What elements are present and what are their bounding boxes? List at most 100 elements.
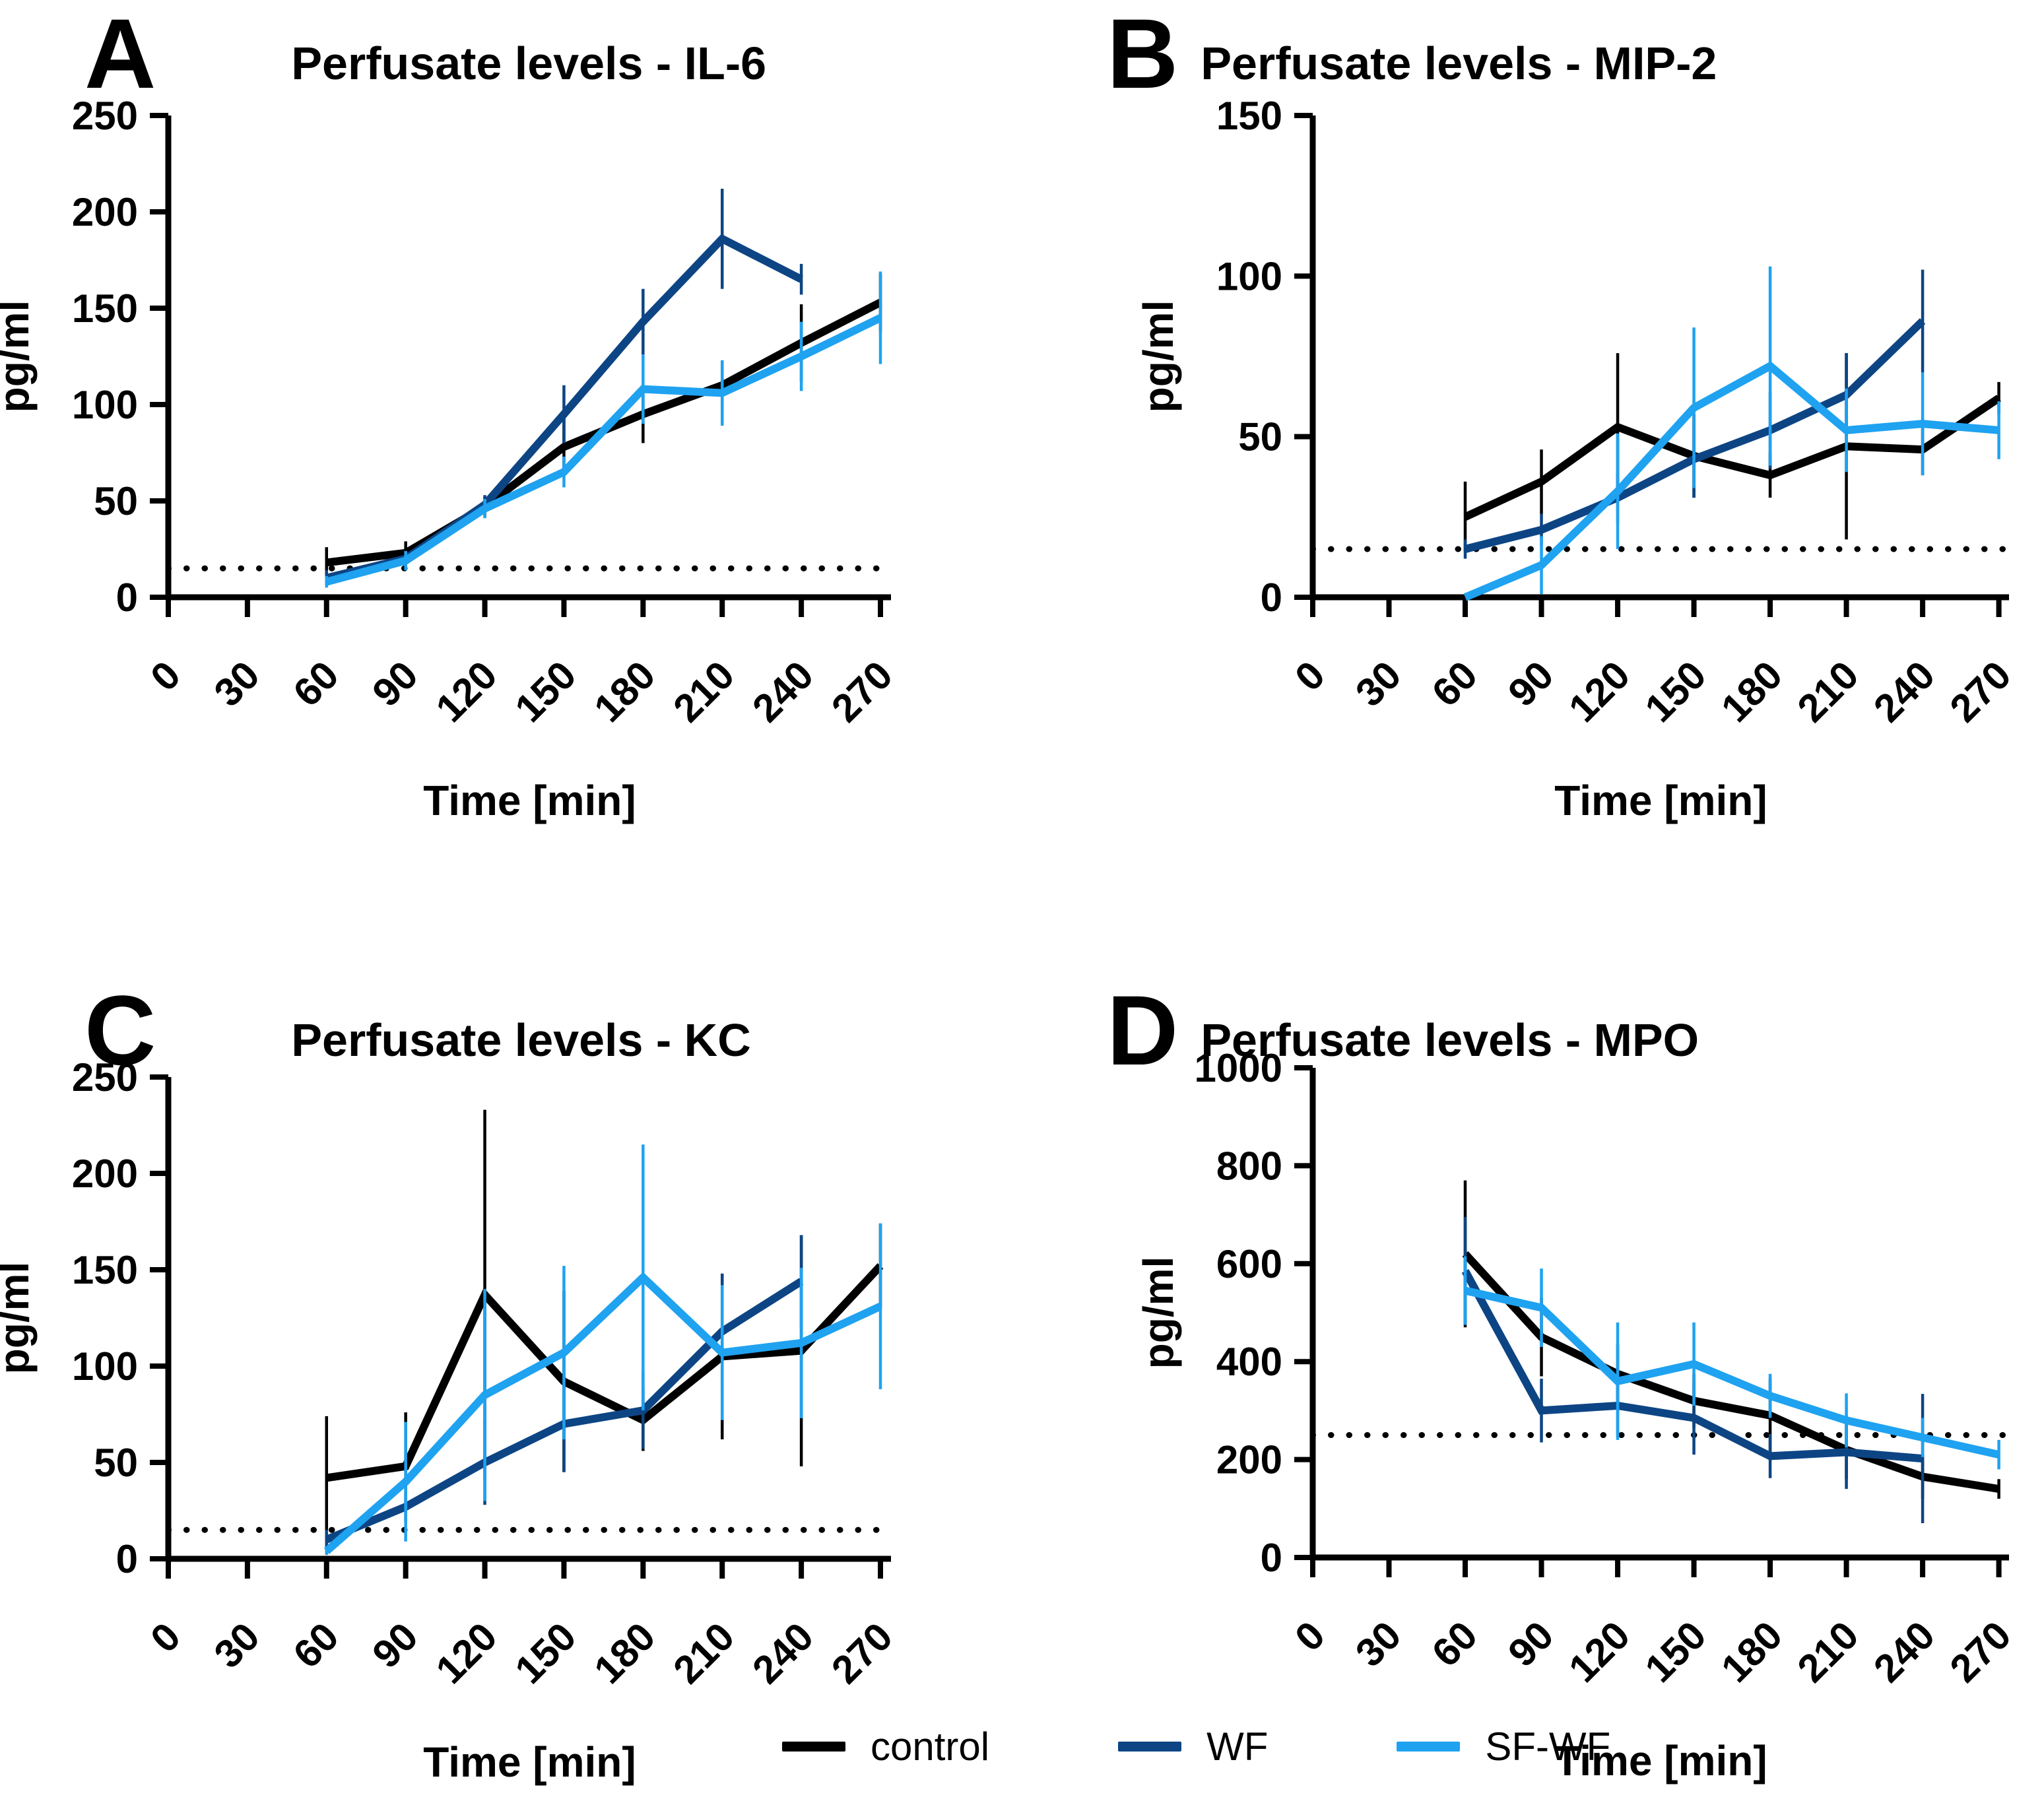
svg-text:pg/ml: pg/ml [1135, 1257, 1182, 1369]
svg-text:60: 60 [284, 653, 347, 715]
svg-text:400: 400 [1216, 1340, 1282, 1384]
svg-text:150: 150 [72, 286, 138, 331]
svg-text:pg/ml: pg/ml [0, 1262, 38, 1375]
svg-text:240: 240 [1865, 1613, 1943, 1691]
svg-text:90: 90 [364, 1614, 426, 1677]
legend: control WF SF-WF [782, 1724, 1610, 1769]
legend-label-sfwf: SF-WF [1485, 1724, 1611, 1769]
svg-text:200: 200 [1216, 1438, 1282, 1482]
panel-title-mpo: Perfusate levels - MPO [1201, 1014, 1699, 1066]
svg-text:180: 180 [585, 1614, 663, 1692]
svg-text:180: 180 [585, 653, 663, 731]
svg-text:250: 250 [72, 94, 138, 138]
svg-text:0: 0 [116, 575, 138, 620]
svg-text:0: 0 [116, 1537, 138, 1581]
svg-text:150: 150 [72, 1248, 138, 1292]
svg-text:0: 0 [1286, 1613, 1333, 1660]
legend-item-sfwf: SF-WF [1397, 1724, 1610, 1769]
panel-mpo: D Perfusate levels - MPO 0 200 400 600 800 10… [1022, 957, 2044, 1801]
svg-text:180: 180 [1713, 653, 1791, 731]
svg-text:0: 0 [1286, 653, 1333, 700]
svg-text:240: 240 [744, 653, 822, 731]
svg-text:50: 50 [94, 1441, 138, 1485]
panel-mip2: B Perfusate levels - MIP-2 0 50 100 150 0 30 6… [1022, 0, 2044, 957]
svg-text:150: 150 [506, 1614, 584, 1692]
svg-text:180: 180 [1713, 1613, 1791, 1691]
svg-text:120: 120 [428, 653, 506, 731]
svg-text:150: 150 [506, 653, 584, 731]
svg-text:0: 0 [142, 653, 189, 700]
panel-il6-header: A Perfusate levels - IL-6 [84, 0, 767, 109]
panel-mip2-header: B Perfusate levels - MIP-2 [1107, 0, 1717, 109]
svg-text:150: 150 [1216, 94, 1282, 138]
svg-text:120: 120 [1560, 653, 1638, 731]
svg-text:90: 90 [1500, 653, 1562, 715]
svg-text:Time [min]: Time [min] [423, 1738, 636, 1786]
panel-title-mip2: Perfusate levels - MIP-2 [1201, 38, 1717, 89]
panel-letter-c: C [84, 975, 156, 1086]
svg-text:pg/ml: pg/ml [1135, 300, 1182, 413]
panel-kc: C Perfusate levels - KC 0 50 100 150 200 250 0… [0, 957, 1022, 1801]
svg-text:250: 250 [72, 1055, 138, 1099]
svg-text:100: 100 [72, 1344, 138, 1389]
panel-il6: A Perfusate levels - IL-6 0 50 100 150 200 25… [0, 0, 1022, 957]
legend-item-control: control [782, 1724, 989, 1769]
svg-text:100: 100 [1216, 254, 1282, 298]
panel-title-il6: Perfusate levels - IL-6 [291, 38, 767, 89]
panel-title-kc: Perfusate levels - KC [291, 1014, 751, 1066]
svg-text:210: 210 [665, 653, 742, 731]
panel-kc-header: C Perfusate levels - KC [84, 975, 751, 1086]
svg-text:60: 60 [1424, 1613, 1486, 1676]
svg-text:1000: 1000 [1195, 1046, 1282, 1090]
svg-text:30: 30 [1347, 653, 1410, 715]
svg-text:200: 200 [72, 190, 138, 234]
svg-text:90: 90 [364, 653, 426, 715]
svg-text:100: 100 [72, 383, 138, 427]
svg-text:210: 210 [1789, 653, 1867, 731]
svg-text:30: 30 [1347, 1613, 1410, 1676]
legend-swatch-sfwf [1397, 1742, 1461, 1752]
svg-text:Time [min]: Time [min] [423, 777, 636, 824]
legend-swatch-control [782, 1742, 845, 1752]
panel-letter-d: D [1107, 975, 1179, 1086]
svg-text:0: 0 [1261, 575, 1282, 620]
panel-letter-b: B [1107, 0, 1179, 109]
legend-label-control: control [871, 1724, 990, 1769]
svg-text:pg/ml: pg/ml [0, 300, 38, 413]
legend-label-wf: WF [1206, 1724, 1269, 1769]
svg-text:0: 0 [1261, 1536, 1282, 1580]
chart-mpo: 0 200 400 600 800 1000 0 30 60 901201501802102402… [1135, 1046, 2020, 1785]
svg-text:60: 60 [284, 1614, 347, 1677]
svg-text:60: 60 [1424, 653, 1486, 715]
legend-item-wf: WF [1118, 1724, 1268, 1769]
svg-text:270: 270 [1942, 653, 2020, 731]
svg-text:30: 30 [206, 653, 269, 715]
svg-text:120: 120 [428, 1614, 506, 1692]
svg-text:50: 50 [94, 479, 138, 523]
svg-text:240: 240 [1865, 653, 1943, 731]
svg-text:150: 150 [1637, 653, 1715, 731]
svg-text:90: 90 [1500, 1613, 1562, 1676]
svg-text:Time [min]: Time [min] [1554, 777, 1767, 824]
legend-swatch-wf [1118, 1742, 1182, 1752]
panel-mpo-header: D Perfusate levels - MPO [1107, 975, 1699, 1086]
svg-text:210: 210 [665, 1614, 742, 1692]
svg-text:270: 270 [823, 653, 901, 731]
panel-letter-a: A [84, 0, 156, 109]
svg-text:120: 120 [1560, 1613, 1638, 1691]
svg-text:Time [min]: Time [min] [1554, 1737, 1767, 1785]
svg-text:200: 200 [72, 1152, 138, 1196]
svg-text:800: 800 [1216, 1144, 1282, 1188]
svg-text:50: 50 [1238, 415, 1282, 459]
svg-text:30: 30 [206, 1614, 269, 1677]
svg-text:240: 240 [744, 1614, 822, 1692]
svg-text:270: 270 [823, 1614, 901, 1692]
svg-text:270: 270 [1942, 1613, 2020, 1691]
svg-text:210: 210 [1789, 1613, 1867, 1691]
svg-text:0: 0 [142, 1614, 189, 1661]
svg-text:600: 600 [1216, 1242, 1282, 1286]
